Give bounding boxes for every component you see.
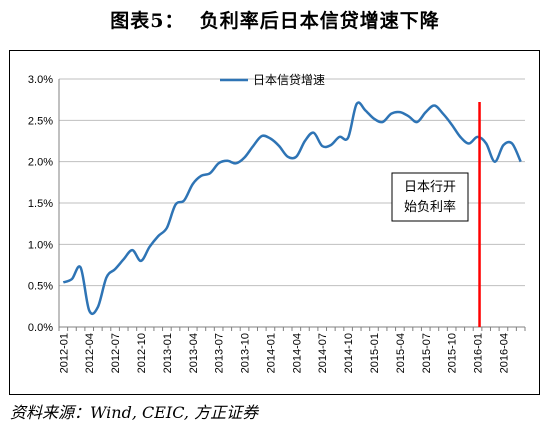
x-tick-label: 2012-01 xyxy=(58,333,70,373)
x-tick-label: 2013-07 xyxy=(214,333,226,373)
x-tick-label: 2012-10 xyxy=(136,333,148,373)
x-tick-label: 2013-01 xyxy=(162,333,174,373)
y-tick-label: 1.0% xyxy=(28,239,53,251)
x-tick-label: 2014-07 xyxy=(317,333,329,373)
annotation-text: 日本行开 xyxy=(404,180,456,195)
x-tick-label: 2015-10 xyxy=(447,333,459,373)
annotation-text: 始负利率 xyxy=(404,199,456,215)
data-source: 资料来源：Wind, CEIC, 方正证券 xyxy=(10,403,259,422)
y-tick-label: 0.5% xyxy=(28,281,53,293)
y-tick-label: 2.5% xyxy=(28,115,53,127)
y-tick-label: 3.0% xyxy=(28,74,53,86)
x-tick-label: 2015-07 xyxy=(421,333,433,373)
x-tick-label: 2013-04 xyxy=(188,333,200,373)
x-tick-label: 2016-04 xyxy=(498,333,510,373)
x-tick-label: 2015-01 xyxy=(369,333,381,373)
y-tick-label: 1.5% xyxy=(28,198,53,210)
x-tick-label: 2016-01 xyxy=(473,333,485,373)
legend-label: 日本信贷增速 xyxy=(253,73,325,87)
annotation-box xyxy=(391,172,469,222)
x-tick-label: 2015-04 xyxy=(395,333,407,373)
chart-frame xyxy=(9,50,540,395)
y-tick-label: 2.0% xyxy=(28,157,53,169)
x-tick-label: 2014-01 xyxy=(265,333,277,373)
x-tick-label: 2014-04 xyxy=(291,333,303,373)
x-tick-label: 2014-10 xyxy=(343,333,355,373)
series-line-credit-growth xyxy=(62,101,522,316)
x-tick-label: 2012-04 xyxy=(84,333,96,373)
figure-title: 图表5： 负利率后日本信贷增速下降 xyxy=(110,10,440,32)
x-tick-label: 2012-07 xyxy=(110,333,122,373)
y-tick-label: 0.0% xyxy=(28,322,53,334)
x-tick-label: 2013-10 xyxy=(240,333,252,373)
